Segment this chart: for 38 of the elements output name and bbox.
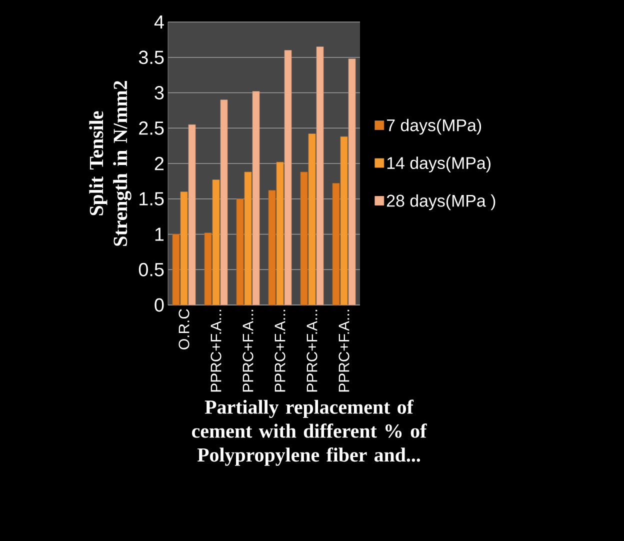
y-tick-label: 2: [154, 156, 164, 170]
y-tick-label: 2.5: [139, 121, 164, 135]
x-tick-label: PPRC+F.A...: [210, 310, 222, 392]
x-axis-title: Partially replacement of cement with different % of Polypropylene fiber and...: [192, 400, 427, 466]
bar: [220, 100, 228, 306]
bar: [172, 234, 180, 306]
y-tick-label: 0.5: [138, 262, 164, 276]
bar: [300, 172, 308, 306]
bar: [252, 91, 260, 306]
bar: [308, 134, 316, 306]
x-tick-label: PPRC+F.A...: [242, 310, 254, 392]
y-tick-label: 0: [154, 298, 164, 312]
y-tick-label: 1.5: [140, 192, 164, 206]
y-axis-title: Split Tensile Strength in N/mm2: [89, 80, 132, 246]
x-tick-label: PPRC+F.A...: [306, 310, 318, 392]
y-tick-label: 4: [154, 15, 164, 29]
bar: [268, 190, 276, 306]
bar: [316, 46, 324, 306]
x-tick-label: O.R.C: [178, 309, 190, 350]
legend-label: 28 days(MPa ): [386, 194, 496, 210]
bar: [236, 198, 244, 306]
y-tick-label: 1: [155, 228, 164, 241]
bar: [340, 136, 348, 306]
y-tick-label: 3.5: [138, 50, 164, 64]
bar: [212, 180, 220, 306]
bar: [244, 172, 252, 306]
bar: [332, 183, 340, 306]
bar: [180, 192, 188, 306]
legend-label: 7 days(MPa): [386, 118, 482, 135]
x-tick-label: PPRC+F.A...: [274, 310, 286, 392]
bar: [348, 58, 356, 306]
bar: [276, 162, 284, 306]
legend-label: 14 days(MPa): [387, 156, 490, 172]
y-tick-label: 3: [154, 86, 164, 100]
bar: [284, 50, 292, 306]
bar: [188, 124, 196, 306]
bar: [204, 232, 212, 306]
x-tick-label: PPRC+F.A...: [338, 310, 350, 392]
